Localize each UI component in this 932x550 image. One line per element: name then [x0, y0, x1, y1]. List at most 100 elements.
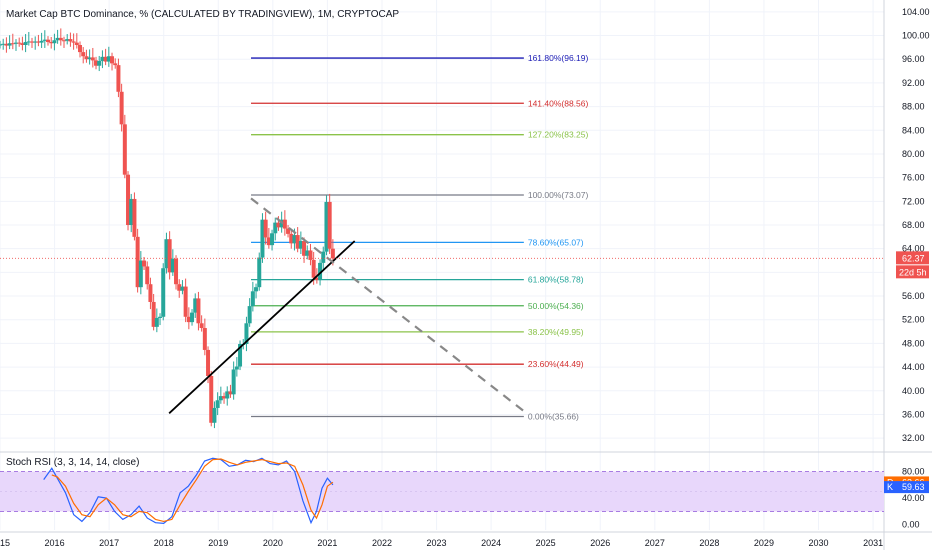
- candle-body: [174, 258, 179, 285]
- time-axis-tick: 2024: [481, 538, 501, 548]
- candle-body: [234, 366, 239, 370]
- countdown-badge: [896, 265, 929, 279]
- candle-body: [10, 43, 15, 45]
- last-price-badge: [896, 251, 929, 265]
- price-axis-tick: 64.00: [902, 244, 925, 254]
- candle-body: [84, 56, 89, 60]
- candle-body: [247, 306, 252, 324]
- price-axis-tick: 104.00: [902, 7, 930, 17]
- candle-body: [311, 259, 316, 278]
- candle-body: [7, 43, 12, 46]
- candle-body: [180, 286, 185, 291]
- candle-body: [4, 43, 9, 46]
- candle-body: [318, 262, 323, 281]
- candle-body: [276, 222, 281, 228]
- candle-body: [36, 41, 41, 43]
- candle-body: [62, 40, 67, 42]
- fib-level-label: 50.00%(54.36): [528, 301, 584, 311]
- candle-body: [161, 268, 166, 317]
- candle-body: [250, 291, 255, 307]
- candle-body: [199, 323, 204, 329]
- candle-body: [0, 44, 2, 46]
- candle-body: [97, 60, 102, 66]
- candle-body: [330, 248, 335, 259]
- time-axis-tick: 2021: [317, 538, 337, 548]
- candle-body: [183, 286, 188, 317]
- candle-body: [314, 277, 319, 281]
- candle-body: [142, 260, 147, 267]
- time-axis-tick: 2019: [208, 538, 228, 548]
- candle-body: [106, 56, 111, 62]
- fib-level-label: 0.00%(35.66): [528, 411, 579, 421]
- candle-body: [103, 56, 108, 62]
- candle-body: [145, 266, 150, 285]
- candle-body: [206, 349, 211, 376]
- candle-body: [52, 40, 57, 44]
- time-axis-tick: 2015: [0, 538, 10, 548]
- candle-body: [186, 316, 191, 323]
- candle-body: [289, 233, 294, 244]
- candle-body: [193, 298, 198, 313]
- candle-body: [231, 369, 236, 395]
- candle-body: [302, 240, 307, 256]
- candle-body: [228, 391, 233, 395]
- time-axis-tick: 2028: [699, 538, 719, 548]
- time-axis-tick: 2018: [154, 538, 174, 548]
- candle-body: [23, 42, 28, 45]
- candle-body: [110, 56, 115, 64]
- candle-body: [209, 375, 214, 423]
- candle-body: [324, 201, 329, 252]
- candle-body: [65, 39, 70, 41]
- stoch-rsi-d-line: [51, 458, 334, 523]
- candle-body: [129, 198, 134, 225]
- candle-body: [113, 63, 118, 66]
- price-axis-tick: 52.00: [902, 315, 925, 325]
- price-axis-tick: 92.00: [902, 78, 925, 88]
- candle-body: [190, 312, 195, 323]
- candle-body: [90, 57, 95, 61]
- candle-body: [122, 124, 127, 175]
- projection-dashed-line: [250, 197, 528, 415]
- candle-body: [94, 60, 99, 66]
- candle-body: [68, 39, 73, 42]
- stoch-rsi-k-tag: [884, 481, 896, 494]
- candle-body: [132, 198, 137, 237]
- candle-body: [286, 228, 291, 234]
- stoch-rsi-axis-tick: 0.00: [902, 520, 920, 530]
- candle-body: [46, 39, 51, 43]
- candle-body: [273, 222, 278, 234]
- countdown-value: 22d 5h: [899, 267, 927, 277]
- time-axis-tick: 2020: [263, 538, 283, 548]
- candle-body: [164, 239, 169, 269]
- candle-body: [33, 41, 38, 43]
- candle-body: [238, 344, 243, 367]
- candle-body: [321, 251, 326, 263]
- time-axis-tick: 2029: [754, 538, 774, 548]
- candle-body: [26, 41, 31, 43]
- fib-level-label: 161.80%(96.19): [528, 53, 589, 63]
- price-axis-tick: 80.00: [902, 149, 925, 159]
- candle-body: [295, 235, 300, 249]
- candle-body: [87, 57, 92, 60]
- chart-title: Market Cap BTC Dominance, % (CALCULATED …: [6, 9, 400, 20]
- last-price-value: 62.37: [902, 253, 925, 263]
- candle-body: [55, 37, 60, 41]
- price-axis-tick: 36.00: [902, 409, 925, 419]
- candle-body: [263, 219, 268, 238]
- time-axis-tick: 2031: [863, 538, 883, 548]
- fib-level-label: 141.40%(88.56): [528, 98, 589, 108]
- stoch-rsi-axis-tick: 40.00: [902, 493, 925, 503]
- price-axis-tick: 56.00: [902, 291, 925, 301]
- price-axis-tick: 72.00: [902, 196, 925, 206]
- fib-level-label: 61.80%(58.78): [528, 275, 584, 285]
- candle-body: [78, 45, 83, 53]
- candle-body: [215, 400, 220, 408]
- stoch-rsi-label: Stoch RSI (3, 3, 14, 14, close): [6, 457, 140, 468]
- time-axis-tick: 2025: [536, 538, 556, 548]
- candle-body: [308, 250, 313, 260]
- candle-body: [135, 236, 140, 288]
- candle-body: [282, 219, 287, 229]
- price-axis-tick: 96.00: [902, 54, 925, 64]
- time-axis-tick: 2030: [809, 538, 829, 548]
